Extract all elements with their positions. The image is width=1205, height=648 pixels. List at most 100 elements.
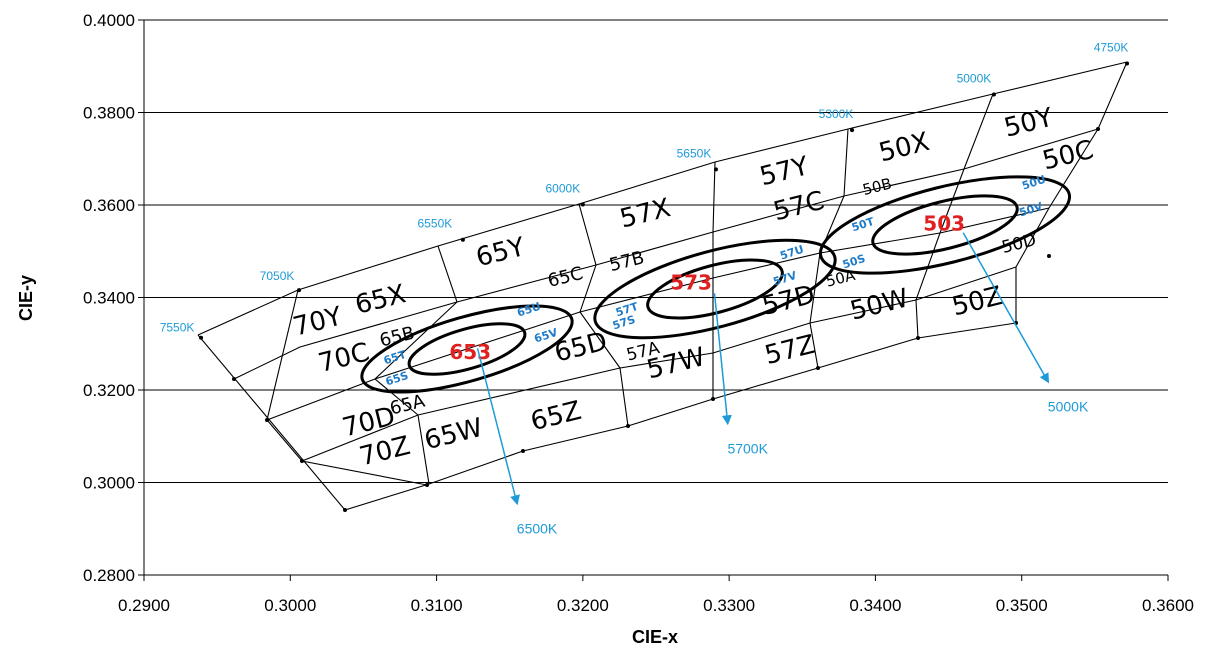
bin-corner-marker xyxy=(265,418,269,422)
cct-point-marker xyxy=(580,202,585,207)
x-tick-label: 0.3100 xyxy=(411,596,463,615)
subbin-label: 57S xyxy=(611,313,637,333)
bin-label: 57X xyxy=(617,193,674,234)
bin-label: 65X xyxy=(352,279,409,320)
bin-corner-marker xyxy=(916,336,920,340)
cct-label: 6000K xyxy=(546,182,581,196)
x-tick-label: 0.2900 xyxy=(118,596,170,615)
bin-label: 50Z xyxy=(949,281,1006,322)
bin-label: 50A xyxy=(824,266,858,291)
inner-ellipse xyxy=(871,194,1019,256)
cct-label: 5300K xyxy=(819,107,854,121)
bin-row-line xyxy=(197,61,1128,336)
x-axis-title: CIE-x xyxy=(632,627,678,647)
bin-corner-marker xyxy=(521,449,525,453)
bin-column-line xyxy=(578,203,629,427)
arrow-label: 5700K xyxy=(727,440,768,456)
cct-point-marker xyxy=(199,335,204,340)
gridlines xyxy=(144,19,1168,576)
bin-column-line xyxy=(1015,61,1128,323)
y-tick-label: 0.3600 xyxy=(83,196,135,215)
y-axis-title: CIE-y xyxy=(16,275,36,321)
bin-label: 50W xyxy=(847,283,911,326)
bin-column-line xyxy=(712,161,716,399)
bin-label: 50C xyxy=(1040,135,1097,177)
bin-corner-marker xyxy=(425,483,429,487)
outer-ellipse xyxy=(593,238,837,340)
x-tick-label: 0.3500 xyxy=(996,596,1048,615)
bin-corner-marker xyxy=(626,424,630,428)
bin-label: 50X xyxy=(876,127,933,168)
bin-grid xyxy=(197,61,1130,512)
bin-row-line xyxy=(344,322,1017,511)
cct-point-marker xyxy=(850,128,855,133)
cct-label: 7550K xyxy=(160,321,195,335)
bin-label: 57C xyxy=(770,186,827,228)
cct-label: 4750K xyxy=(1094,40,1129,54)
cct-label: 5000K xyxy=(957,71,992,85)
cct-point-marker xyxy=(713,167,718,172)
bin-corner-marker xyxy=(816,366,820,370)
axes: 0.2800 0.3000 0.3200 0.3400 0.3600 0.3800 0.40… xyxy=(83,11,1194,615)
bin-label: 57B xyxy=(607,247,646,276)
arrow-line xyxy=(713,293,732,426)
subbin-label: 50S xyxy=(841,252,867,272)
x-tick-label: 0.3400 xyxy=(849,596,901,615)
bin-row-line xyxy=(233,128,1099,380)
cct-point-marker xyxy=(991,92,996,97)
bin-label: 50D xyxy=(1000,230,1039,258)
cct-label: 6550K xyxy=(418,217,453,231)
subbin-label: 65S xyxy=(384,369,410,389)
subbin-label: 65T xyxy=(382,348,408,368)
y-tick-label: 0.4000 xyxy=(83,11,135,30)
inner-ellipse xyxy=(407,322,527,376)
outer-ellipse xyxy=(360,304,574,394)
bin-label: 65Y xyxy=(473,232,528,273)
ellipse-center-label: 573 xyxy=(670,271,712,295)
bin-corner-marker xyxy=(300,459,304,463)
ellipse-center-label: 653 xyxy=(449,340,491,364)
bin-column-line xyxy=(915,93,994,339)
outer-ellipse xyxy=(818,175,1072,275)
x-tick-label: 0.3600 xyxy=(1142,596,1194,615)
bin-label: 65D xyxy=(552,327,611,369)
bin-corner-marker xyxy=(1096,127,1100,131)
arrow-line xyxy=(962,232,1050,384)
bin-label: 50Y xyxy=(1001,103,1056,144)
bin-label: 65C xyxy=(546,263,586,292)
bin-label: 57D xyxy=(759,280,818,322)
bin-corner-marker xyxy=(1047,254,1051,258)
bin-label: 50B xyxy=(861,174,894,199)
bin-corner-marker xyxy=(711,397,715,401)
cct-label: 5650K xyxy=(677,146,712,160)
cct-label: 7050K xyxy=(260,269,295,283)
cct-arrows: 6500K 5700K 5000K xyxy=(476,232,1089,536)
cct-point-marker xyxy=(297,288,302,293)
cct-point-marker xyxy=(1125,61,1130,66)
x-tick-label: 0.3300 xyxy=(703,596,755,615)
y-tick-label: 0.3200 xyxy=(83,381,135,400)
y-tick-label: 0.3800 xyxy=(83,104,135,123)
bin-column-line xyxy=(266,289,428,486)
x-tick-label: 0.3000 xyxy=(264,596,316,615)
arrow-line xyxy=(476,348,520,506)
bin-column-line xyxy=(374,245,458,485)
ellipses xyxy=(360,175,1072,394)
bin-corner-marker xyxy=(343,508,347,512)
arrow-label: 6500K xyxy=(517,520,558,536)
bin-label: 65Z xyxy=(528,396,585,437)
bin-corner-marker xyxy=(232,377,236,381)
x-tick-label: 0.3200 xyxy=(557,596,609,615)
arrow-label: 5000K xyxy=(1048,399,1089,415)
bin-label: 65B xyxy=(378,323,417,352)
bin-column-line xyxy=(197,334,346,511)
cct-point-marker xyxy=(460,237,465,242)
subbin-label: 65U xyxy=(515,300,542,320)
subbin-label: 50V xyxy=(1018,200,1045,220)
inner-ellipse xyxy=(646,258,784,320)
bin-label: 57Y xyxy=(757,151,812,192)
bin-label: 65W xyxy=(421,413,485,456)
y-tick-label: 0.3000 xyxy=(83,474,135,493)
